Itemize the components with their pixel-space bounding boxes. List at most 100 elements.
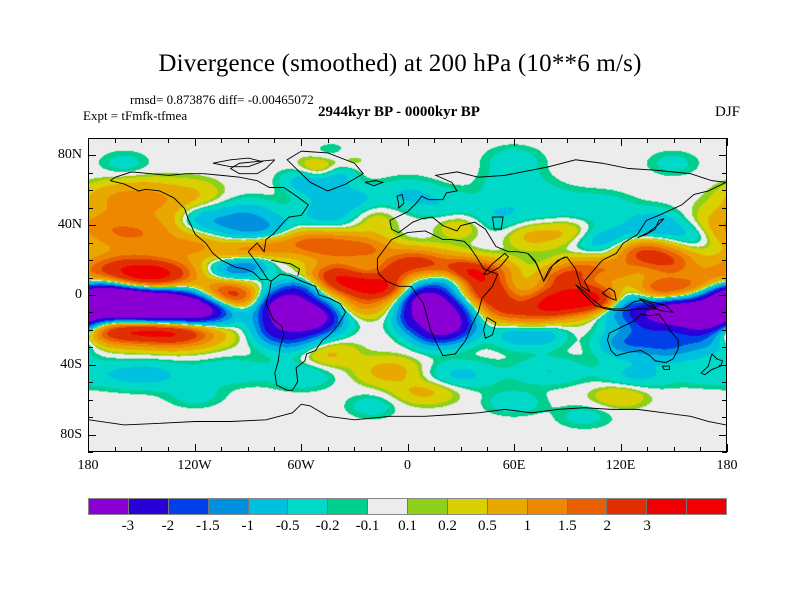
axis-tick: [487, 447, 488, 452]
axis-tick: [514, 444, 515, 452]
axis-tick: [221, 447, 222, 452]
axis-tick: [88, 435, 96, 436]
colorbar-cell: [566, 499, 607, 514]
coastline-path: [89, 404, 726, 425]
coastline-path: [110, 172, 308, 280]
x-axis-tick-label: 180: [77, 458, 99, 473]
axis-tick: [88, 400, 93, 401]
axis-tick: [328, 447, 329, 452]
axis-tick: [248, 447, 249, 452]
season-label: DJF: [715, 104, 741, 120]
axis-tick: [722, 330, 727, 331]
coastline-path: [231, 160, 275, 174]
axis-tick: [115, 138, 116, 143]
colorbar-tick-label: -2: [161, 518, 175, 534]
colorbar: [88, 498, 727, 515]
coastline-path: [397, 194, 404, 208]
colorbar-cell: [367, 499, 407, 514]
y-axis-tick-label: 40S: [60, 356, 82, 372]
axis-tick: [248, 138, 249, 143]
axis-tick: [722, 347, 727, 348]
colorbar-cell: [446, 499, 487, 514]
axis-tick: [88, 138, 93, 139]
axis-tick: [567, 138, 568, 143]
x-axis-tick-label: 120E: [605, 458, 636, 473]
colorbar-tick-label: -1.5: [195, 518, 220, 534]
colorbar-tick-label: -0.1: [355, 518, 380, 534]
axis-tick: [195, 138, 196, 146]
coastline-path: [266, 274, 346, 390]
y-axis-tick-label: 80N: [57, 147, 82, 163]
axis-tick: [381, 138, 382, 143]
y-axis-tick-label: 40N: [57, 217, 82, 233]
coastline-path: [390, 182, 726, 291]
coastline-path: [110, 181, 271, 281]
axis-tick: [354, 138, 355, 143]
colorbar-tick-label: -3: [121, 518, 135, 534]
axis-tick: [221, 138, 222, 143]
axis-tick: [274, 447, 275, 452]
axis-tick: [541, 447, 542, 452]
axis-tick: [434, 138, 435, 143]
axis-tick: [88, 295, 96, 296]
divergence-heatmap: [89, 139, 726, 451]
coastline-path: [638, 219, 665, 238]
colorbar-tick-label: 3: [643, 518, 651, 534]
colorbar-cell: [526, 499, 567, 514]
axis-tick: [722, 312, 727, 313]
coastline-overlay: [89, 139, 726, 451]
axis-tick: [719, 365, 727, 366]
axis-tick: [674, 138, 675, 143]
experiment-label: Expt = tFmfk-tfmea: [83, 108, 188, 123]
axis-tick: [88, 312, 93, 313]
map-plot-area: [88, 138, 727, 452]
axis-tick: [434, 447, 435, 452]
axis-tick: [722, 138, 727, 139]
coastline-path: [662, 366, 669, 369]
axis-tick: [700, 447, 701, 452]
axis-tick: [461, 447, 462, 452]
axis-tick: [722, 400, 727, 401]
chart-title: Divergence (smoothed) at 200 hPa (10**6 …: [158, 50, 642, 77]
axis-tick: [541, 138, 542, 143]
colorbar-tick-label: 1.5: [557, 518, 577, 534]
colorbar-tick-label: 0.1: [398, 518, 417, 534]
colorbar-tick-label: 0.5: [478, 518, 497, 534]
colorbar-cell: [247, 499, 288, 514]
coastline-path: [492, 217, 503, 229]
axis-tick: [722, 452, 727, 453]
axis-tick: [168, 447, 169, 452]
x-axis-tick-label: 180: [716, 458, 738, 473]
axis-tick: [88, 444, 89, 452]
axis-tick: [647, 138, 648, 143]
axis-tick: [719, 435, 727, 436]
colorbar-cell: [486, 499, 527, 514]
axis-tick: [621, 444, 622, 452]
axis-tick: [141, 138, 142, 143]
axis-tick: [408, 138, 409, 146]
axis-tick: [274, 138, 275, 143]
colorbar-cell: [167, 499, 208, 514]
axis-tick: [301, 444, 302, 452]
axis-tick: [722, 190, 727, 191]
axis-tick: [381, 447, 382, 452]
coastline-path: [365, 181, 383, 186]
axis-tick: [141, 447, 142, 452]
coastline-path: [639, 298, 673, 312]
axis-tick: [727, 444, 728, 452]
colorbar-tick-label: 1: [523, 518, 532, 534]
colorbar-cell: [407, 499, 447, 514]
axis-tick: [301, 138, 302, 146]
axis-tick: [88, 243, 93, 244]
colorbar-tick-label: 0.2: [438, 518, 457, 534]
y-axis-tick-label: 80S: [60, 426, 82, 442]
axis-tick: [88, 138, 89, 146]
axis-tick: [594, 138, 595, 143]
axis-tick: [88, 330, 93, 331]
axis-tick: [727, 138, 728, 146]
coastline-path: [602, 288, 616, 300]
axis-tick: [722, 243, 727, 244]
axis-tick: [514, 138, 515, 146]
axis-tick: [88, 417, 93, 418]
colorbar-cell: [646, 499, 687, 514]
